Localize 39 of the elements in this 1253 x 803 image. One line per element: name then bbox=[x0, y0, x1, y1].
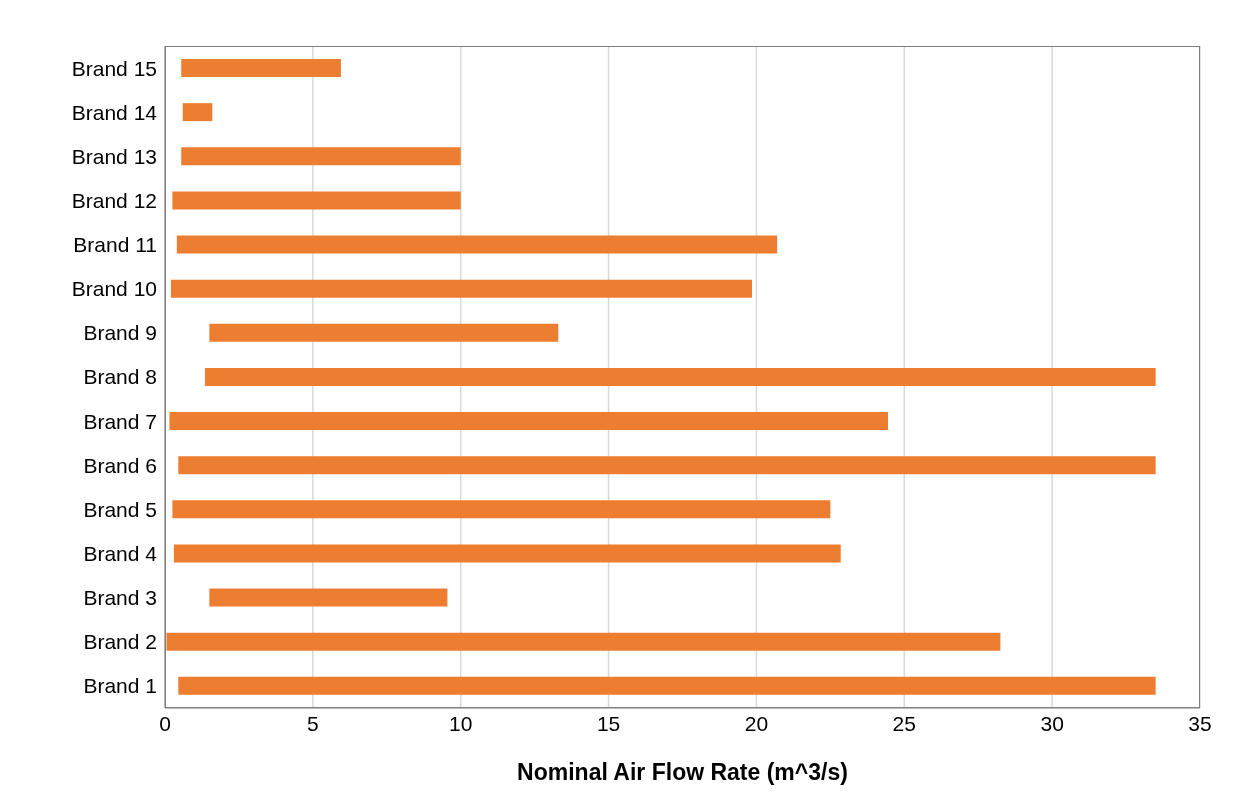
y-tick-label: Brand 8 bbox=[83, 365, 157, 389]
x-tick-label: 30 bbox=[1040, 711, 1064, 735]
y-tick-label: Brand 2 bbox=[83, 630, 157, 654]
bar bbox=[209, 323, 559, 342]
bar bbox=[166, 632, 1001, 651]
x-tick-label: 15 bbox=[596, 711, 621, 735]
y-tick-label: Brand 7 bbox=[83, 409, 157, 433]
y-tick-label: Brand 14 bbox=[71, 100, 158, 124]
y-tick-label: Brand 5 bbox=[83, 497, 157, 521]
x-tick-label: 35 bbox=[1188, 711, 1212, 735]
y-tick-label: Brand 15 bbox=[71, 56, 157, 80]
bar bbox=[182, 103, 213, 122]
bar bbox=[209, 588, 448, 607]
x-tick-label: 20 bbox=[744, 711, 769, 735]
x-tick-label: 0 bbox=[159, 711, 171, 735]
bar bbox=[172, 500, 831, 519]
bar bbox=[204, 367, 1156, 386]
bar bbox=[181, 147, 461, 166]
bar bbox=[181, 59, 341, 77]
y-tick-label: Brand 4 bbox=[83, 541, 158, 565]
bar bbox=[176, 235, 778, 254]
bar bbox=[178, 676, 1156, 695]
y-tick-label: Brand 9 bbox=[83, 321, 157, 345]
x-tick-label: 10 bbox=[449, 711, 473, 735]
bar bbox=[169, 412, 889, 431]
y-tick-label: Brand 13 bbox=[71, 144, 157, 168]
bar bbox=[170, 279, 752, 298]
y-tick-label: Brand 1 bbox=[83, 674, 157, 698]
x-tick-label: 25 bbox=[892, 711, 916, 735]
bar bbox=[178, 456, 1156, 475]
bar bbox=[173, 544, 841, 563]
y-tick-label: Brand 11 bbox=[73, 233, 157, 257]
bar bbox=[172, 191, 461, 210]
y-tick-label: Brand 12 bbox=[71, 188, 157, 212]
x-axis-title: Nominal Air Flow Rate (m^3/s) bbox=[517, 759, 848, 785]
y-tick-label: Brand 6 bbox=[83, 453, 157, 477]
y-tick-label: Brand 3 bbox=[83, 586, 157, 610]
x-tick-label: 5 bbox=[307, 711, 319, 735]
y-tick-label: Brand 10 bbox=[71, 277, 157, 301]
